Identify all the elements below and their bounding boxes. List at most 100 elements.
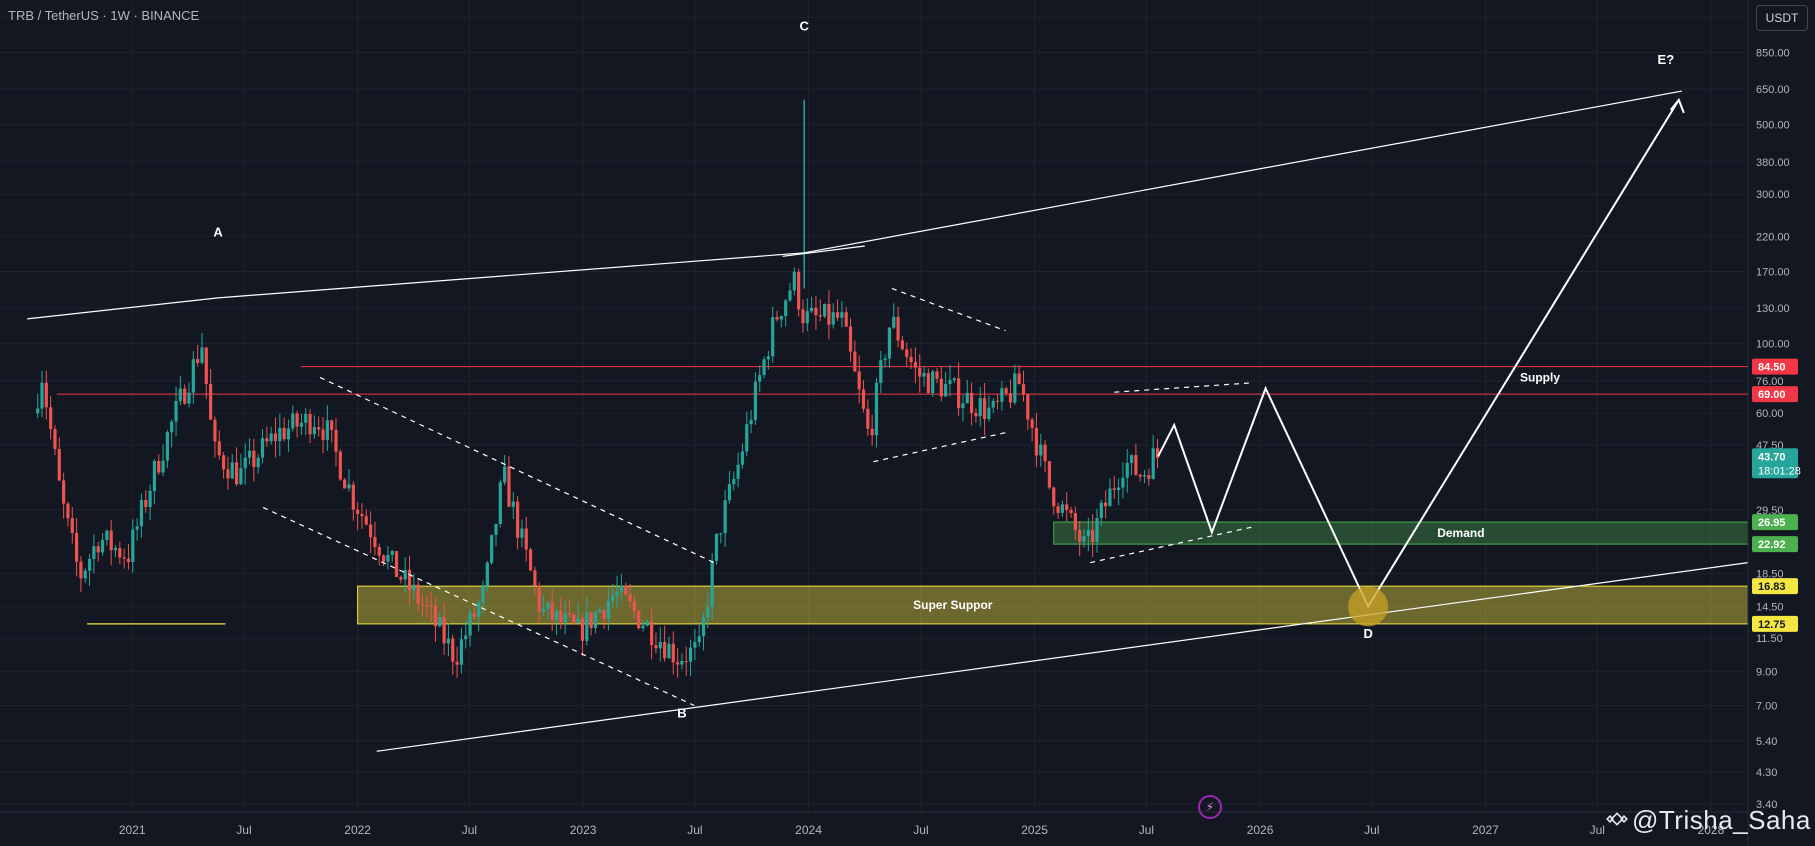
candle: [273, 417, 278, 458]
candle: [40, 370, 44, 418]
candle-body: [650, 621, 654, 646]
candle-body: [113, 547, 118, 551]
candle-body: [719, 533, 723, 535]
candle-body: [1104, 502, 1108, 507]
candle: [693, 628, 697, 661]
candle-body: [779, 316, 783, 320]
wave-label-E: E?: [1658, 52, 1675, 67]
dashed-trendline: [1090, 526, 1253, 564]
candle-body: [70, 518, 74, 534]
candle: [226, 456, 230, 490]
candle: [113, 545, 118, 557]
candle-body: [135, 526, 139, 530]
wave-label-A: A: [213, 224, 223, 239]
price-tick-label: 11.50: [1756, 633, 1783, 645]
candle: [338, 449, 342, 481]
candle-body: [1004, 388, 1008, 394]
currency-button[interactable]: USDT: [1756, 5, 1808, 31]
candle-body: [178, 388, 182, 401]
candle-body: [477, 602, 481, 617]
price-tick-label: 850.00: [1756, 47, 1790, 59]
candle-body: [183, 388, 187, 404]
price-tick-label: 9.00: [1756, 666, 1777, 678]
candle: [740, 443, 745, 469]
candle: [1134, 443, 1138, 477]
candle-body: [732, 478, 736, 485]
candle: [100, 533, 105, 556]
time-tick-label: 2025: [1021, 823, 1048, 837]
candle-body: [239, 468, 243, 485]
candle: [420, 594, 425, 617]
support-price-tag: 12.75: [1758, 619, 1786, 631]
candle: [1052, 486, 1056, 515]
candle: [1000, 380, 1004, 411]
time-tick-label: 2028: [1698, 823, 1725, 837]
candle: [1082, 529, 1086, 548]
candle: [1078, 521, 1082, 557]
candle: [567, 599, 572, 618]
candle-body: [1078, 530, 1082, 542]
candle-body: [433, 605, 438, 627]
candle-body: [961, 403, 965, 409]
candle-body: [295, 413, 299, 427]
candle-body: [381, 555, 386, 562]
candle-body: [407, 569, 412, 590]
candle-body: [1112, 488, 1116, 490]
candle: [758, 365, 762, 392]
candle-body: [948, 380, 952, 385]
candle-body: [835, 312, 840, 318]
candle: [239, 453, 243, 485]
candle-body: [762, 359, 766, 375]
dashed-trendline: [1114, 382, 1253, 393]
candle: [105, 529, 109, 546]
candle-body: [321, 429, 325, 440]
candle-body: [57, 448, 61, 481]
candle: [321, 416, 325, 454]
candle: [1108, 478, 1112, 507]
candle-body: [593, 612, 598, 628]
candle-body: [1013, 373, 1017, 403]
candle: [792, 267, 796, 296]
support-price-tag: 16.83: [1758, 581, 1786, 593]
candle: [1099, 499, 1103, 526]
candle-body: [442, 617, 446, 644]
candle: [477, 598, 481, 632]
candle: [896, 306, 900, 348]
candle-body: [49, 407, 53, 430]
candle-body: [66, 503, 70, 519]
time-tick-label: 2026: [1247, 823, 1274, 837]
candle: [446, 623, 451, 657]
candle: [265, 426, 269, 447]
candle: [788, 282, 792, 303]
candle: [576, 602, 580, 624]
candle-body: [637, 611, 641, 629]
lightning-icon[interactable]: ⚡: [1198, 795, 1222, 819]
candle: [714, 533, 719, 565]
candle-body: [252, 450, 256, 468]
demand-price-tag: 22.92: [1758, 539, 1786, 551]
candle-body: [874, 382, 879, 436]
candle: [1030, 417, 1034, 442]
candle-body: [969, 392, 974, 414]
candle: [74, 518, 79, 577]
candle: [1073, 506, 1077, 540]
candle: [347, 469, 351, 492]
candle-body: [663, 642, 667, 659]
candle: [1034, 413, 1039, 468]
candle: [62, 472, 66, 519]
supply-label: Supply: [1520, 371, 1560, 385]
candle-body: [844, 312, 848, 327]
candle: [857, 355, 861, 404]
candle: [511, 491, 515, 520]
candle-body: [567, 613, 572, 615]
dashed-trendline: [319, 376, 715, 564]
candle: [66, 501, 70, 527]
candle: [926, 368, 930, 394]
candle: [157, 454, 161, 476]
candle: [957, 362, 961, 416]
candle-body: [684, 661, 688, 663]
candle: [771, 306, 775, 363]
candle-body: [386, 555, 390, 562]
candle-body: [286, 428, 291, 440]
